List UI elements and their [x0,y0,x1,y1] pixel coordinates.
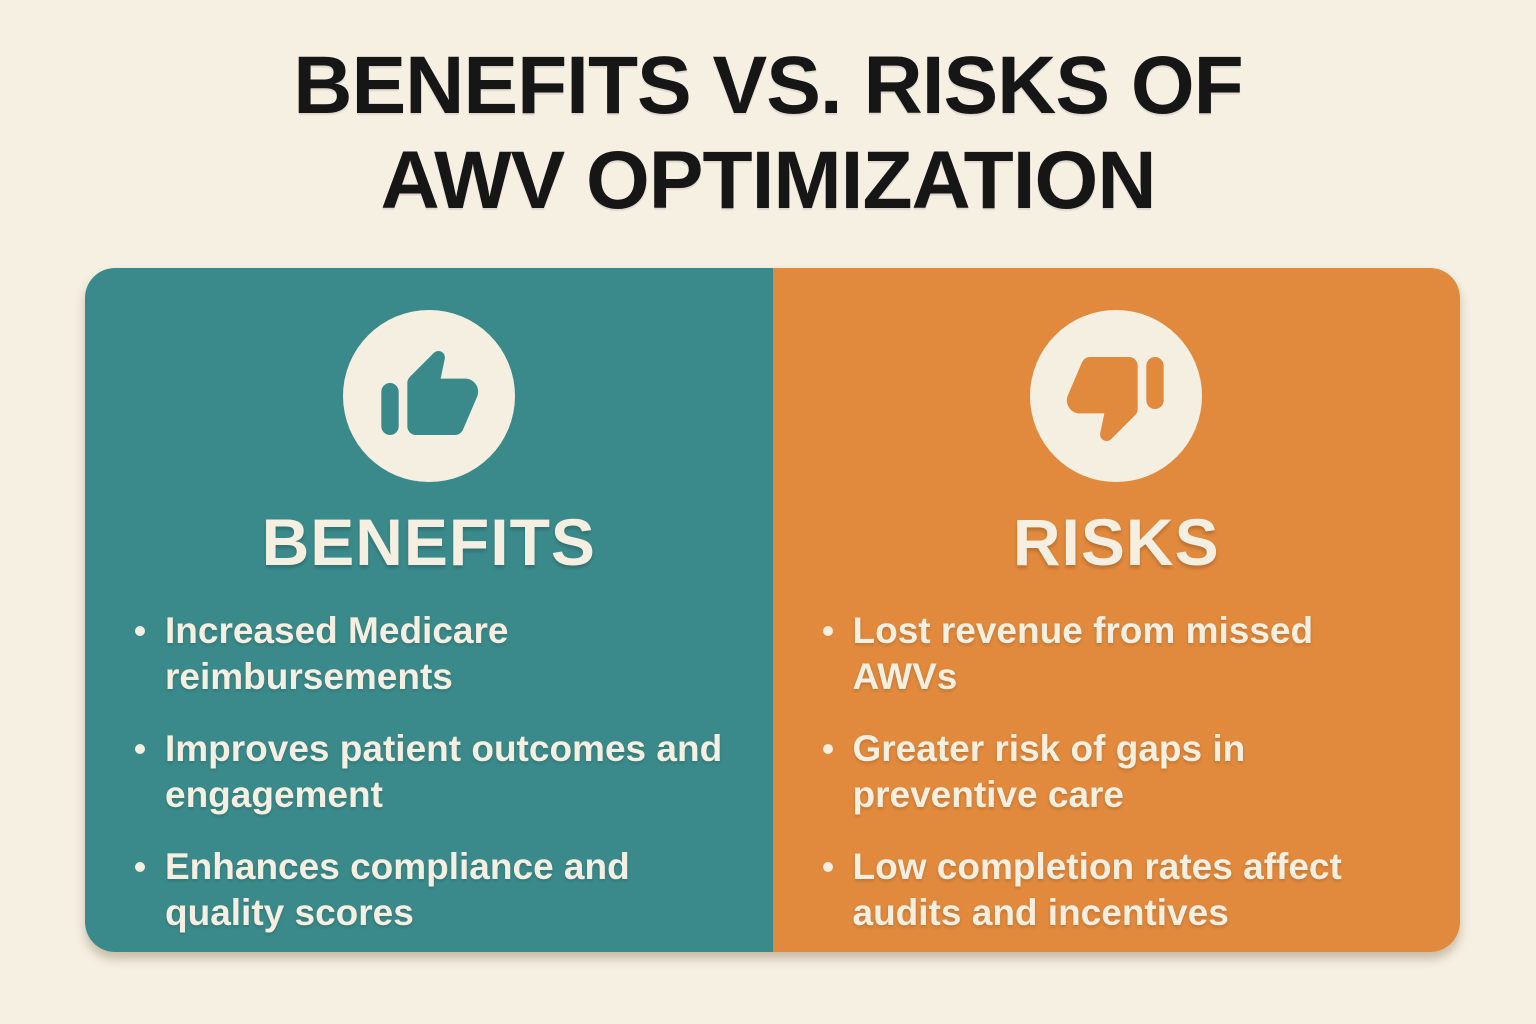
list-item: Low completion rates affect audits and i… [819,844,1423,936]
benefits-panel: BENEFITS Increased Medicare reimbursemen… [85,268,773,952]
risks-list: Lost revenue from missed AWVs Greater ri… [819,608,1423,962]
list-item: Increased Medicare reimbursements [131,608,735,700]
thumbs-up-icon [342,310,515,482]
comparison-panels: BENEFITS Increased Medicare reimbursemen… [85,268,1460,952]
list-item-text: Improves patient outcomes and engagement [165,728,723,815]
risks-heading: RISKS [1012,505,1220,579]
thumbs-down-icon [1030,310,1203,482]
risks-panel: RISKS Lost revenue from missed AWVs Grea… [772,268,1460,952]
list-item-text: Enhances compliance and quality scores [165,846,630,933]
benefits-list: Increased Medicare reimbursements Improv… [131,608,735,962]
benefits-heading: BENEFITS [261,505,596,579]
list-item-text: Lost revenue from missed AWVs [852,610,1314,697]
list-item: Greater risk of gaps in preventive care [819,726,1423,818]
list-item-text: Low completion rates affect audits and i… [852,846,1342,933]
page-title: BENEFITS VS. RISKS OF AWV OPTIMIZATION [0,38,1536,228]
list-item-text: Greater risk of gaps in preventive care [852,728,1246,815]
list-item: Lost revenue from missed AWVs [819,608,1423,700]
list-item-text: Increased Medicare reimbursements [165,610,509,697]
list-item: Enhances compliance and quality scores [131,844,735,936]
page-title-line1: BENEFITS VS. RISKS OF [293,40,1243,131]
list-item: Improves patient outcomes and engagement [131,726,735,818]
page-title-line2: AWV OPTIMIZATION [380,135,1156,226]
